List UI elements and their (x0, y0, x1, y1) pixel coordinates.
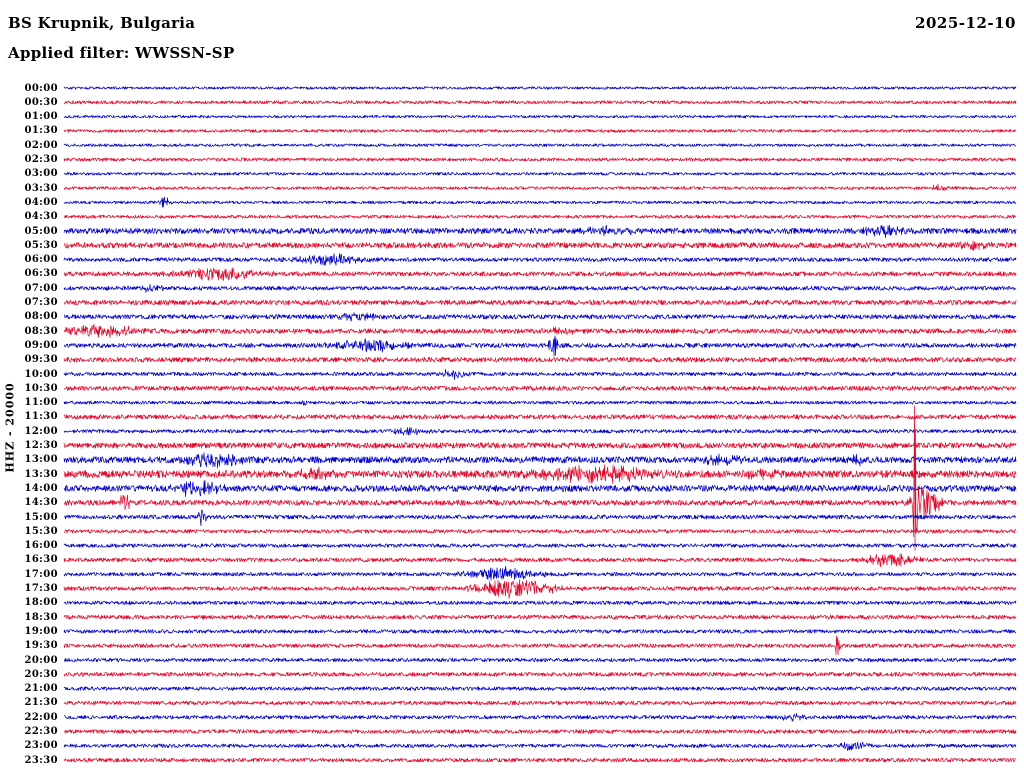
time-label: 14:30 (24, 497, 58, 509)
time-label: 09:00 (24, 339, 58, 351)
time-label: 10:00 (24, 368, 58, 380)
time-label: 18:00 (24, 597, 58, 609)
time-label: 13:00 (24, 454, 58, 466)
time-label: 00:00 (24, 82, 58, 94)
time-label: 23:30 (24, 754, 58, 766)
time-label: 05:30 (24, 239, 58, 251)
time-label: 01:00 (24, 111, 58, 123)
time-label: 03:00 (24, 168, 58, 180)
filter-label: Applied filter: WWSSN-SP (8, 44, 235, 62)
time-label: 09:30 (24, 354, 58, 366)
time-label: 17:30 (24, 583, 58, 594)
time-label: 22:30 (24, 726, 58, 737)
time-label: 12:30 (24, 440, 58, 451)
time-label: 23:00 (24, 740, 58, 752)
time-label: 03:30 (24, 182, 58, 194)
time-label: 08:30 (24, 325, 58, 337)
time-label: 20:30 (24, 668, 58, 680)
time-label: 16:00 (24, 540, 58, 552)
time-label: 06:30 (24, 268, 58, 280)
time-label: 16:30 (24, 554, 58, 566)
time-label: 06:00 (24, 254, 58, 266)
time-label: 21:30 (24, 697, 58, 709)
time-label: 19:30 (24, 640, 58, 652)
time-label: 17:00 (24, 568, 58, 580)
time-label: 20:00 (24, 654, 58, 666)
time-label: 11:00 (24, 397, 58, 409)
time-label: 15:00 (24, 511, 58, 523)
time-label: 14:00 (24, 482, 58, 494)
time-label: 13:30 (24, 468, 58, 480)
time-label: 12:00 (24, 425, 58, 437)
time-label: 22:00 (24, 711, 58, 723)
time-label: 18:30 (24, 611, 58, 623)
time-label: 00:30 (24, 96, 58, 108)
time-label: 02:30 (24, 154, 58, 165)
time-label: 21:00 (24, 683, 58, 695)
station-title: BS Krupnik, Bulgaria (8, 14, 196, 32)
record-date: 2025-12-10 (915, 14, 1016, 32)
time-label: 08:00 (24, 311, 58, 323)
time-label: 07:30 (24, 297, 58, 308)
time-label: 15:30 (24, 525, 58, 537)
time-label: 02:00 (24, 139, 58, 151)
time-label: 11:30 (24, 411, 58, 423)
time-label: 05:00 (24, 225, 58, 237)
time-label: 04:00 (24, 196, 58, 208)
time-label: 01:30 (24, 125, 58, 137)
time-label: 07:00 (24, 282, 58, 294)
time-label: 19:00 (24, 625, 58, 637)
time-label: 10:30 (24, 382, 58, 394)
time-label: 04:30 (24, 211, 58, 223)
